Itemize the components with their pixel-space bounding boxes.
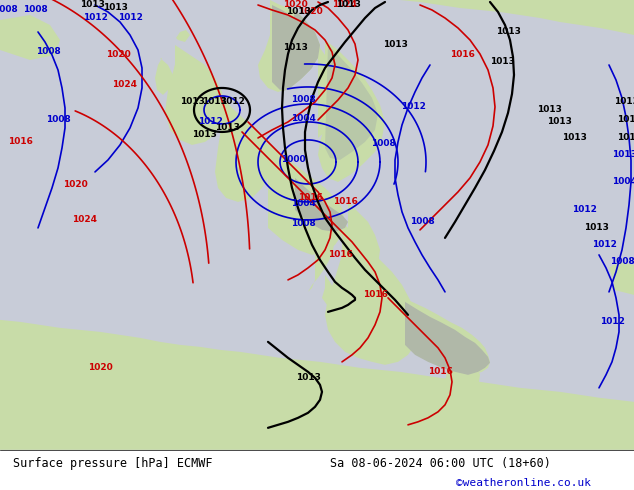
Text: 1024: 1024 — [72, 216, 98, 224]
Text: 1013: 1013 — [179, 98, 204, 106]
Text: 1016: 1016 — [450, 50, 474, 59]
Text: 1013: 1013 — [489, 57, 514, 67]
Polygon shape — [398, 295, 490, 375]
Text: 1013: 1013 — [562, 133, 586, 143]
Polygon shape — [400, 0, 634, 35]
Text: 1020: 1020 — [297, 7, 322, 17]
Polygon shape — [155, 58, 173, 95]
Text: 1008: 1008 — [0, 5, 17, 15]
Text: 1008: 1008 — [23, 5, 48, 15]
Polygon shape — [325, 222, 418, 365]
Text: 1013: 1013 — [496, 27, 521, 36]
Text: 1013: 1013 — [103, 3, 127, 13]
Text: 1013: 1013 — [547, 118, 571, 126]
Text: 1013: 1013 — [79, 0, 105, 9]
Text: 1012: 1012 — [600, 318, 624, 326]
Polygon shape — [0, 15, 60, 60]
Text: 1013: 1013 — [614, 98, 634, 106]
Text: ©weatheronline.co.uk: ©weatheronline.co.uk — [456, 478, 592, 488]
Text: 1013: 1013 — [191, 130, 216, 140]
Polygon shape — [215, 95, 272, 202]
Text: 1013: 1013 — [283, 44, 307, 52]
Text: 1024: 1024 — [112, 80, 138, 90]
Polygon shape — [258, 0, 320, 92]
Text: 1016: 1016 — [8, 137, 32, 147]
Text: 1020: 1020 — [106, 50, 131, 59]
Text: 1016: 1016 — [363, 291, 387, 299]
Text: 1013: 1013 — [202, 98, 226, 106]
Polygon shape — [325, 45, 378, 160]
Text: 1013: 1013 — [295, 373, 320, 382]
Text: 1012: 1012 — [219, 98, 245, 106]
Text: 1020: 1020 — [87, 364, 112, 372]
Text: 1004: 1004 — [612, 177, 634, 186]
Text: 1020: 1020 — [283, 0, 307, 9]
Polygon shape — [165, 45, 225, 145]
Text: Sa 08-06-2024 06:00 UTC (18+60): Sa 08-06-2024 06:00 UTC (18+60) — [330, 457, 550, 469]
Text: 1016: 1016 — [333, 197, 358, 206]
Text: 1004: 1004 — [290, 199, 316, 208]
Polygon shape — [282, 10, 320, 92]
Text: 1013: 1013 — [382, 41, 408, 49]
Text: 1013: 1013 — [536, 105, 562, 115]
Polygon shape — [295, 178, 348, 232]
Text: 1024: 1024 — [332, 0, 358, 9]
Text: 1016: 1016 — [297, 194, 323, 202]
Text: 101: 101 — [617, 133, 634, 143]
Text: 1013: 1013 — [214, 123, 240, 132]
Text: 1012: 1012 — [592, 241, 616, 249]
Text: 1020: 1020 — [63, 180, 87, 190]
Polygon shape — [355, 295, 372, 325]
Text: 1013: 1013 — [335, 0, 361, 9]
Polygon shape — [342, 202, 380, 308]
Text: 1012: 1012 — [82, 14, 107, 23]
Text: 1008: 1008 — [610, 257, 634, 267]
Text: 1000: 1000 — [281, 155, 306, 165]
Text: 1013: 1013 — [285, 7, 311, 17]
Text: 1008: 1008 — [290, 96, 315, 104]
Polygon shape — [176, 30, 190, 42]
Text: 1012: 1012 — [572, 205, 597, 215]
Polygon shape — [405, 302, 490, 375]
Text: 1012: 1012 — [401, 102, 425, 111]
Text: 1008: 1008 — [371, 140, 396, 148]
Text: 1008: 1008 — [290, 220, 315, 228]
Polygon shape — [609, 262, 634, 295]
Polygon shape — [318, 45, 340, 138]
Polygon shape — [318, 40, 385, 182]
Text: 1013: 1013 — [612, 150, 634, 159]
Text: 1012: 1012 — [198, 118, 223, 126]
Polygon shape — [170, 50, 198, 120]
Text: 1008: 1008 — [36, 48, 60, 56]
Polygon shape — [445, 338, 480, 398]
Text: 1008: 1008 — [410, 218, 434, 226]
Text: 1008: 1008 — [46, 116, 70, 124]
Polygon shape — [268, 142, 345, 255]
Polygon shape — [308, 192, 335, 292]
Text: 1016: 1016 — [328, 250, 353, 259]
Text: 1016: 1016 — [427, 368, 453, 376]
Text: 1013: 1013 — [583, 223, 609, 232]
Polygon shape — [0, 320, 634, 450]
Polygon shape — [0, 0, 634, 450]
Polygon shape — [322, 275, 335, 305]
Text: 1012: 1012 — [117, 14, 143, 23]
Polygon shape — [272, 5, 318, 90]
Text: 1013: 1013 — [616, 116, 634, 124]
Text: 1004: 1004 — [290, 115, 316, 123]
Text: Surface pressure [hPa] ECMWF: Surface pressure [hPa] ECMWF — [13, 457, 212, 469]
